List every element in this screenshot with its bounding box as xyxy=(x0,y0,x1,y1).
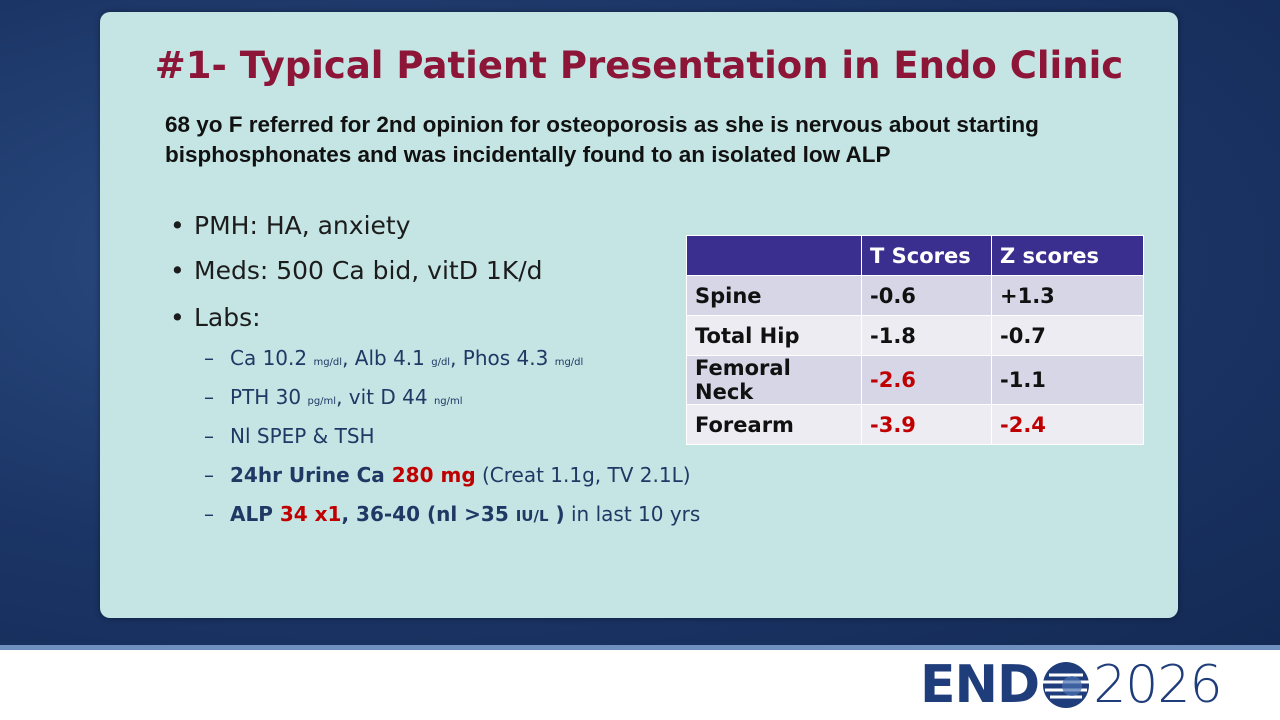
logo-globe xyxy=(1043,662,1090,708)
logo: END 2026 xyxy=(920,655,1223,715)
sub-bullet: PTH 30 pg/ml, vit D 44 ng/ml xyxy=(204,385,463,409)
cell: -2.6 xyxy=(861,355,992,405)
header-cell: Z scores xyxy=(991,235,1144,276)
header-cell: T Scores xyxy=(861,235,992,276)
cell: +1.3 xyxy=(991,275,1144,316)
text: (Creat 1.1g, TV 2.1L) xyxy=(475,463,691,487)
intro-line: bisphosphonates and was incidentally fou… xyxy=(165,142,891,167)
logo-year: 2026 xyxy=(1093,655,1222,715)
sub-bullet: Nl SPEP & TSH xyxy=(204,424,375,448)
cell: -0.7 xyxy=(991,315,1144,356)
text: ) xyxy=(548,502,565,526)
bullet: PMH: HA, anxiety xyxy=(170,211,411,240)
text: in last 10 yrs xyxy=(564,502,701,526)
unit: pg/ml xyxy=(307,396,337,407)
bullet: Meds: 500 Ca bid, vitD 1K/d xyxy=(170,256,543,285)
text: , Alb 4.1 xyxy=(342,346,432,370)
intro-line: 68 yo F referred for 2nd opinion for ost… xyxy=(165,112,1039,137)
header-row: T Scores Z scores xyxy=(686,235,1144,276)
text: Nl SPEP & TSH xyxy=(230,424,375,448)
row: Forearm -3.9 -2.4 xyxy=(686,404,1144,445)
row: Spine -0.6 +1.3 xyxy=(686,275,1144,316)
text: ALP xyxy=(230,502,280,526)
highlight: 280 mg xyxy=(391,463,476,487)
cell: -0.6 xyxy=(861,275,992,316)
cell: Total Hip xyxy=(686,315,862,356)
text: Ca 10.2 xyxy=(230,346,314,370)
row: Femoral Neck -2.6 -1.1 xyxy=(686,355,1144,405)
unit: mg/dl xyxy=(554,357,584,368)
cell: -1.1 xyxy=(991,355,1144,405)
text: 24hr Urine Ca xyxy=(230,463,392,487)
text: PTH 30 xyxy=(230,385,308,409)
text: , Phos 4.3 xyxy=(450,346,555,370)
sub-bullet: Ca 10.2 mg/dl, Alb 4.1 g/dl, Phos 4.3 mg… xyxy=(204,346,583,370)
sub-bullet: 24hr Urine Ca 280 mg (Creat 1.1g, TV 2.1… xyxy=(204,463,691,487)
row: Total Hip -1.8 -0.7 xyxy=(686,315,1144,356)
cell: -3.9 xyxy=(861,404,992,445)
footer-rule xyxy=(0,645,1280,650)
cell: -2.4 xyxy=(991,404,1144,445)
cell: -1.8 xyxy=(861,315,992,356)
score-table: T Scores Z scores Spine -0.6 +1.3 Total … xyxy=(686,235,1144,445)
text: , vit D 44 xyxy=(336,385,434,409)
unit: g/dl xyxy=(431,357,451,368)
sub-bullet: ALP 34 x1, 36-40 (nl >35 IU/L ) in last … xyxy=(204,502,700,526)
text: , 36-40 (nl >35 xyxy=(341,502,516,526)
cell: Forearm xyxy=(686,404,862,445)
cell: Spine xyxy=(686,275,862,316)
unit: ng/ml xyxy=(433,396,463,407)
logo-text: END xyxy=(920,655,1040,715)
unit: IU/L xyxy=(515,507,549,525)
cell: Femoral Neck xyxy=(686,355,862,405)
slide-title: #1- Typical Patient Presentation in Endo… xyxy=(154,44,1124,87)
bullet: Labs: xyxy=(170,303,261,332)
header-cell xyxy=(686,235,862,276)
unit: mg/dl xyxy=(313,357,343,368)
highlight: 34 x1 xyxy=(279,502,342,526)
